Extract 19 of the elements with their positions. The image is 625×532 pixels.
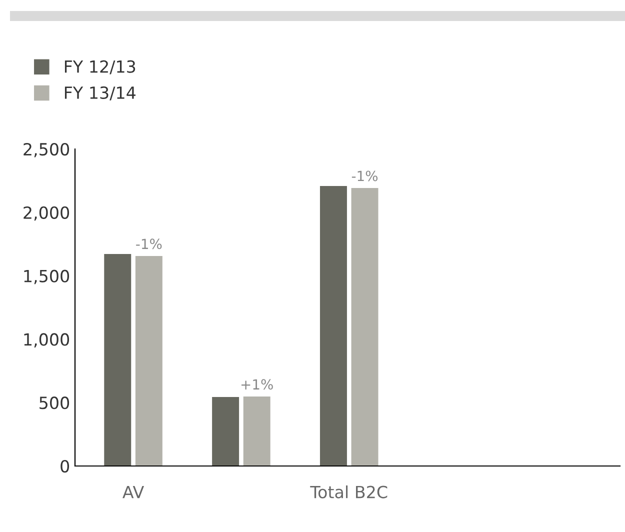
x-tick-label: AV: [122, 486, 144, 498]
y-tick-label: 0: [60, 460, 70, 473]
bar: [243, 396, 270, 466]
y-tick-label: 2,500: [24, 142, 70, 158]
y-tick-label: 1,000: [24, 333, 70, 348]
annotation: -1%: [352, 170, 378, 182]
annotation: -1%: [136, 238, 162, 250]
bar: [351, 188, 378, 466]
bar: [104, 254, 132, 466]
y-tick-label: 1,500: [24, 270, 70, 284]
bar: [135, 256, 162, 466]
y-tick-label: 2,000: [24, 206, 70, 221]
bar: [212, 397, 240, 466]
annotation: +1%: [241, 379, 273, 390]
legend-label: FY 13/14: [64, 86, 136, 100]
x-tick-label: Total B2C: [310, 485, 388, 498]
legend-label: FY 12/13: [64, 60, 136, 74]
y-tick-label: 500: [40, 396, 70, 410]
bar: [320, 186, 347, 466]
